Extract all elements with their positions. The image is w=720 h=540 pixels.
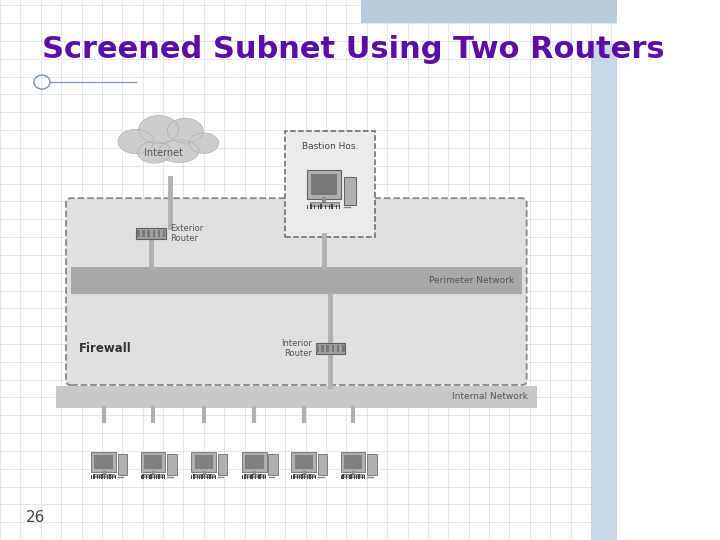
Bar (591, 43, 618, 540)
Bar (163, 230, 166, 237)
Text: Internet: Internet (144, 148, 183, 159)
Bar (269, 454, 278, 475)
Text: Perimeter Network: Perimeter Network (429, 276, 514, 285)
Bar (245, 455, 264, 469)
Bar (118, 454, 127, 475)
Bar (144, 455, 163, 469)
Bar (343, 474, 364, 477)
Bar (332, 345, 334, 352)
Text: Firewall: Firewall (78, 342, 131, 355)
Bar (141, 453, 166, 472)
Bar (315, 343, 345, 354)
Bar (94, 455, 113, 469)
Bar (326, 345, 329, 352)
Bar (218, 454, 228, 475)
Bar (242, 453, 266, 472)
Text: Interior
Router: Interior Router (281, 339, 312, 358)
Bar (342, 345, 345, 352)
FancyBboxPatch shape (285, 131, 375, 237)
Bar (312, 174, 337, 195)
Bar (137, 230, 140, 237)
Text: 26: 26 (26, 510, 45, 525)
Bar (318, 454, 327, 475)
Bar (361, 0, 618, 23)
Bar (292, 453, 316, 472)
Bar (293, 474, 314, 477)
Bar (137, 228, 166, 239)
Bar (341, 453, 366, 472)
Ellipse shape (139, 116, 179, 144)
Bar (194, 455, 213, 469)
Text: Screened Subnet Using Two Routers: Screened Subnet Using Two Routers (42, 35, 665, 64)
Bar (143, 230, 145, 237)
Bar (153, 230, 155, 237)
Bar (143, 474, 163, 477)
Ellipse shape (167, 118, 203, 143)
Bar (148, 230, 150, 237)
Ellipse shape (159, 140, 199, 163)
Bar (337, 345, 339, 352)
Ellipse shape (138, 141, 171, 163)
Bar (193, 474, 215, 477)
Bar (316, 345, 318, 352)
Ellipse shape (118, 129, 154, 153)
Bar (158, 230, 161, 237)
Bar (294, 455, 313, 469)
Bar (94, 474, 114, 477)
Bar (55, 386, 537, 408)
Text: Bastion Hos.: Bastion Hos. (302, 142, 359, 151)
Bar (307, 170, 341, 199)
FancyBboxPatch shape (66, 198, 526, 385)
Bar (310, 202, 338, 206)
Text: Exterior
Router: Exterior Router (170, 224, 203, 243)
Bar (367, 454, 377, 475)
Bar (167, 454, 176, 475)
Bar (91, 453, 116, 472)
Bar (343, 177, 356, 205)
Ellipse shape (189, 133, 219, 153)
Bar (192, 453, 216, 472)
Bar (71, 267, 522, 294)
Bar (244, 474, 265, 477)
Bar (321, 345, 324, 352)
Bar (344, 455, 362, 469)
Text: Internal Network: Internal Network (452, 393, 528, 401)
